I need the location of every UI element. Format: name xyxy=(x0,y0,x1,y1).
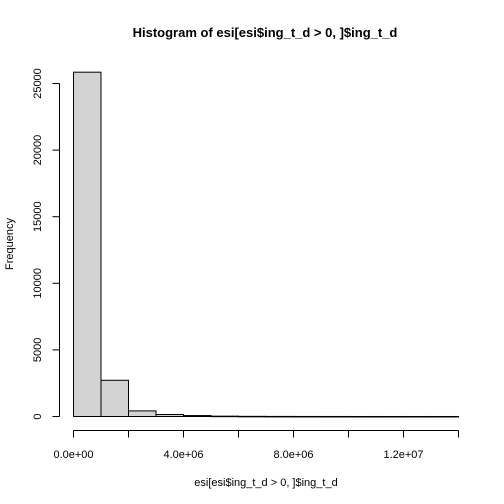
y-tick-label: 20000 xyxy=(32,135,44,166)
x-tick-label: 1.2e+07 xyxy=(383,449,423,461)
histogram-bar-4 xyxy=(155,414,184,418)
x-tick-label: 4.0e+06 xyxy=(163,449,203,461)
x-axis: 0.0e+00 4.0e+06 8.0e+06 1.2e+07 xyxy=(53,430,459,461)
histogram-bar-12 xyxy=(375,415,404,418)
x-tick-label: 0.0e+00 xyxy=(53,449,93,461)
histogram-bar-10 xyxy=(320,415,349,418)
histogram-bar-11 xyxy=(348,415,377,418)
x-axis-label: esi[esi$ing_t_d > 0, ]$ing_t_d xyxy=(194,477,337,489)
x-tick-label: 8.0e+06 xyxy=(273,449,313,461)
histogram-bar-14 xyxy=(430,415,459,418)
y-axis-label: Frequency xyxy=(4,218,16,270)
histogram-bar-7 xyxy=(238,415,267,418)
histogram-bars xyxy=(73,71,459,418)
histogram-bar-6 xyxy=(210,415,239,418)
y-tick-label: 25000 xyxy=(32,68,44,99)
histogram-bar-8 xyxy=(265,415,294,418)
y-axis: 0 5000 10000 15000 20000 25000 xyxy=(32,68,60,420)
y-tick-label: 10000 xyxy=(32,268,44,299)
histogram-bar-1 xyxy=(73,71,102,417)
y-tick-label: 0 xyxy=(32,413,44,419)
y-tick-label: 5000 xyxy=(32,338,44,362)
histogram-bar-2 xyxy=(100,379,129,417)
histogram-bar-13 xyxy=(403,415,432,418)
y-tick-label: 15000 xyxy=(32,201,44,232)
histogram-bar-5 xyxy=(183,415,212,417)
histogram-bar-9 xyxy=(293,415,322,418)
chart-title: Histogram of esi[esi$ing_t_d > 0, ]$ing_… xyxy=(133,25,398,40)
histogram-bar-3 xyxy=(128,410,157,418)
